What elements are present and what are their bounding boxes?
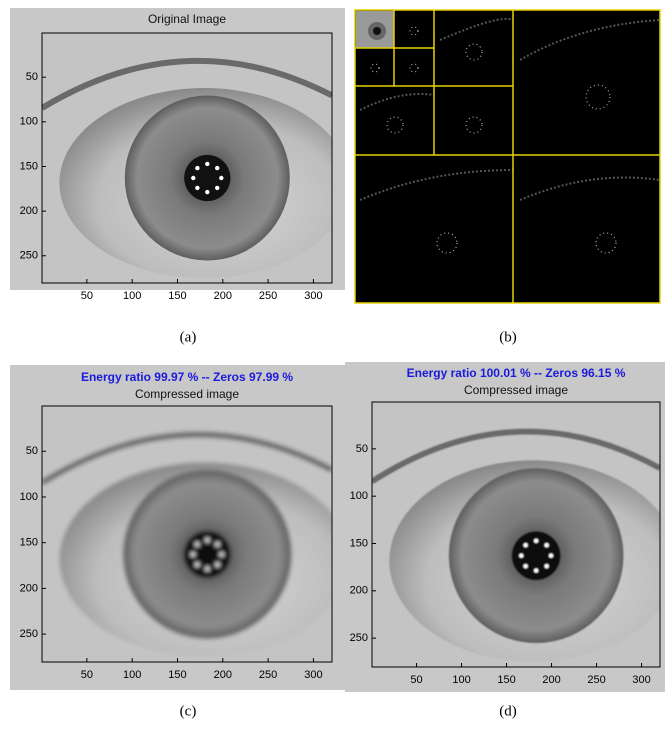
x-tick-label: 300 bbox=[632, 674, 650, 686]
eyelid bbox=[372, 428, 660, 485]
x-tick-label: 200 bbox=[214, 669, 232, 681]
reflection bbox=[544, 542, 549, 548]
x-tick-label: 250 bbox=[259, 290, 277, 302]
reflection bbox=[523, 564, 528, 569]
eyelid bbox=[42, 57, 332, 111]
reflection bbox=[190, 552, 196, 557]
reflection bbox=[195, 185, 200, 191]
reflection bbox=[533, 568, 539, 573]
y-tick-label: 50 bbox=[26, 445, 38, 457]
x-tick-label: 250 bbox=[587, 674, 605, 686]
x-tick-label: 300 bbox=[304, 669, 322, 681]
x-tick-label: 150 bbox=[168, 290, 186, 302]
reflection bbox=[205, 189, 210, 195]
axes-frame bbox=[41, 32, 333, 284]
y-tick-label: 50 bbox=[356, 443, 368, 455]
reflection bbox=[215, 165, 220, 171]
reflection bbox=[205, 161, 210, 167]
x-tick-label: 50 bbox=[81, 290, 93, 302]
reflection bbox=[205, 537, 210, 543]
x-tick-label: 100 bbox=[452, 674, 470, 686]
subtitle: Energy ratio 100.01 % -- Zeros 96.15 % bbox=[407, 366, 626, 380]
reflection bbox=[195, 165, 200, 171]
y-tick-label: 200 bbox=[350, 585, 368, 597]
reflection bbox=[548, 553, 554, 558]
eye-image bbox=[42, 33, 332, 283]
reflection bbox=[215, 562, 220, 567]
y-tick-label: 150 bbox=[350, 537, 368, 549]
x-tick-label: 200 bbox=[214, 290, 232, 302]
reflection bbox=[533, 538, 539, 544]
y-tick-label: 200 bbox=[20, 582, 38, 594]
axes: 50 100 150 200 250 300 50 100 150 200 250 bbox=[20, 32, 333, 302]
reflection bbox=[544, 564, 549, 569]
image-area bbox=[42, 406, 332, 662]
panel-title: Compressed image bbox=[135, 387, 239, 401]
wavelet-image bbox=[354, 9, 661, 304]
y-tick-label: 250 bbox=[20, 250, 38, 262]
reflection bbox=[523, 542, 528, 548]
eye-image bbox=[42, 406, 332, 662]
y-tick-label: 100 bbox=[350, 490, 368, 502]
reflection bbox=[519, 553, 524, 558]
reflection bbox=[191, 175, 196, 181]
reflection bbox=[219, 552, 224, 557]
image-area bbox=[42, 33, 332, 283]
reflection bbox=[194, 542, 200, 547]
x-tick-label: 200 bbox=[542, 674, 560, 686]
reflection bbox=[215, 542, 220, 547]
reflection bbox=[215, 185, 220, 191]
caption: (a) bbox=[180, 329, 197, 345]
pupil bbox=[184, 154, 231, 202]
axes-frame bbox=[371, 401, 661, 668]
subtitle: Energy ratio 99.97 % -- Zeros 97.99 % bbox=[81, 370, 293, 384]
reflection bbox=[205, 566, 210, 572]
y-tick-label: 250 bbox=[20, 628, 38, 640]
eyelid bbox=[42, 431, 332, 486]
y-tick-label: 150 bbox=[20, 537, 38, 549]
x-tick-label: 50 bbox=[410, 674, 422, 686]
x-tick-label: 100 bbox=[123, 290, 141, 302]
pupil bbox=[183, 530, 231, 579]
panel-title: Compressed image bbox=[464, 383, 568, 397]
x-tick-label: 100 bbox=[123, 669, 141, 681]
panel-title: Original Image bbox=[148, 12, 226, 26]
caption: (c) bbox=[180, 703, 197, 719]
y-tick-label: 150 bbox=[20, 160, 38, 172]
pupil bbox=[511, 531, 561, 581]
caption: (d) bbox=[499, 703, 517, 719]
x-tick-label: 150 bbox=[168, 669, 186, 681]
y-tick-label: 200 bbox=[20, 205, 38, 217]
y-tick-label: 250 bbox=[350, 632, 368, 644]
x-tick-label: 300 bbox=[304, 290, 322, 302]
y-tick-label: 100 bbox=[20, 116, 38, 128]
x-tick-label: 150 bbox=[497, 674, 515, 686]
axes: 50 100 150 200 250 300 50 100 150 200 250 bbox=[350, 401, 661, 686]
reflection bbox=[194, 562, 200, 567]
reflection bbox=[219, 175, 224, 181]
caption: (b) bbox=[499, 329, 517, 345]
x-tick-label: 50 bbox=[81, 669, 93, 681]
image-area bbox=[372, 402, 660, 667]
y-tick-label: 100 bbox=[20, 491, 38, 503]
y-tick-label: 50 bbox=[26, 71, 38, 83]
axes: 50 100 150 200 250 300 50 100 150 200 250 bbox=[20, 405, 333, 681]
eye-image bbox=[372, 402, 660, 667]
x-tick-label: 250 bbox=[259, 669, 277, 681]
axes-frame bbox=[41, 405, 333, 663]
